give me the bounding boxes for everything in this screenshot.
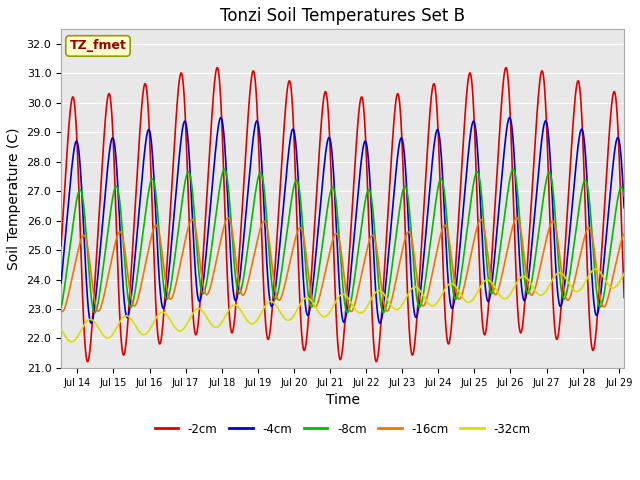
Legend: -2cm, -4cm, -8cm, -16cm, -32cm: -2cm, -4cm, -8cm, -16cm, -32cm — [150, 418, 535, 440]
Y-axis label: Soil Temperature (C): Soil Temperature (C) — [7, 127, 21, 270]
X-axis label: Time: Time — [326, 393, 360, 407]
Text: TZ_fmet: TZ_fmet — [70, 39, 127, 52]
Title: Tonzi Soil Temperatures Set B: Tonzi Soil Temperatures Set B — [220, 7, 465, 25]
